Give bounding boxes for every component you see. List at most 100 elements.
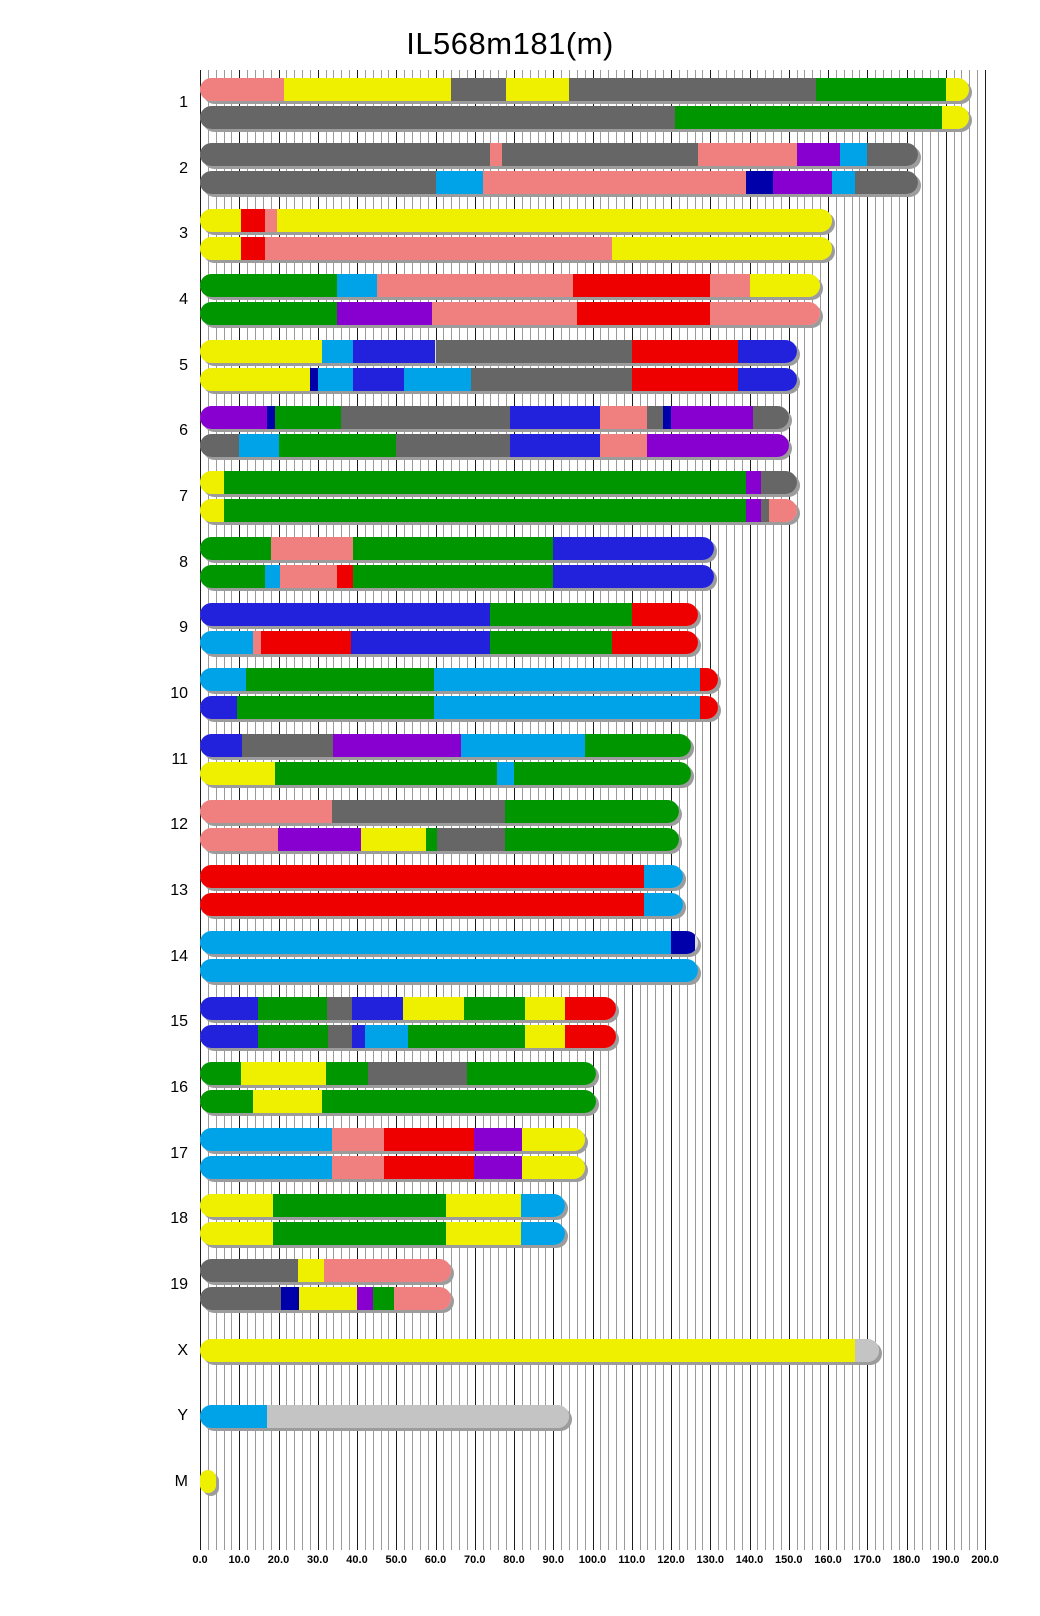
segment-lightblue (643, 865, 683, 889)
minor-gridline (765, 70, 767, 1550)
segment-green (257, 996, 328, 1020)
segment-purple (745, 471, 762, 495)
segment-blue (200, 734, 243, 758)
segment-yellow (506, 77, 569, 101)
segment-green (274, 762, 498, 786)
segment-navy (671, 931, 695, 955)
segment-green (200, 274, 338, 298)
segment-yellow (200, 236, 242, 260)
segment-red (383, 1128, 475, 1152)
segment-green (505, 827, 679, 851)
segment-pink (200, 827, 278, 851)
segment-green (466, 1062, 597, 1086)
axis-tick-label: 120.0 (657, 1554, 685, 1566)
segment-green (584, 734, 691, 758)
minor-gridline (851, 70, 853, 1550)
segment-blue (353, 340, 436, 364)
axis-tick-label: 20.0 (267, 1554, 290, 1566)
chromosome-label-11: 11 (171, 750, 188, 768)
segment-red (631, 340, 738, 364)
segment-yellow (524, 1024, 566, 1048)
segment-yellow (446, 1221, 522, 1245)
minor-gridline (977, 70, 979, 1550)
segment-red (565, 996, 617, 1020)
segment-navy (266, 405, 275, 429)
segment-purple (773, 171, 832, 195)
segment-gray (200, 143, 491, 167)
segment-blue (737, 340, 797, 364)
segment-lightblue (433, 668, 701, 692)
haplotype-bar-3-2 (200, 236, 832, 260)
axis-tick-label: 150.0 (774, 1554, 803, 1566)
segment-yellow (612, 236, 832, 260)
minor-gridline (796, 70, 798, 1550)
chromosome-label-12: 12 (170, 816, 188, 834)
segment-yellow (200, 762, 275, 786)
chromosome-label-5: 5 (179, 356, 188, 374)
segment-green (325, 1062, 368, 1086)
segment-red (200, 893, 644, 917)
segment-gray (753, 405, 789, 429)
haplotype-bar-4-1 (200, 274, 821, 298)
segment-blue (510, 433, 601, 457)
segment-gray (437, 827, 506, 851)
minor-gridline (702, 70, 704, 1550)
segment-blue (553, 565, 715, 589)
chromosome-label-14: 14 (170, 947, 188, 965)
segment-red (241, 208, 265, 232)
segment-navy (745, 171, 774, 195)
segment-pink (280, 565, 338, 589)
segment-purple (647, 433, 789, 457)
plot-title: IL568m181(m) (406, 26, 614, 61)
segment-lightblue (643, 893, 683, 917)
segment-green (373, 1287, 394, 1311)
axis-tick-label: 200.0 (971, 1554, 999, 1566)
segment-red (700, 696, 719, 720)
haplotype-bar-14-1 (200, 931, 699, 955)
chromosome-label-3: 3 (179, 225, 188, 243)
segment-green (353, 537, 554, 561)
segment-lightblue (200, 1156, 333, 1180)
segment-green (426, 827, 438, 851)
segment-blue (351, 1024, 365, 1048)
segment-blue (200, 602, 491, 626)
segment-pink (710, 274, 750, 298)
segment-gray (200, 1259, 299, 1283)
haplotype-bar-11-2 (200, 762, 691, 786)
segment-pink (376, 274, 573, 298)
haplotype-bar-2-2 (200, 171, 919, 195)
segment-lightblue (497, 762, 514, 786)
segment-yellow (298, 1259, 324, 1283)
segment-pink (482, 171, 746, 195)
segment-yellow (200, 499, 224, 523)
segment-green (514, 762, 691, 786)
minor-gridline (875, 70, 877, 1550)
chromosome-label-6: 6 (179, 422, 188, 440)
segment-yellow (522, 1128, 585, 1152)
segment-yellow (276, 208, 832, 232)
segment-pink (252, 630, 261, 654)
axis-tick-label: 30.0 (307, 1554, 329, 1566)
haplotype-bar-15-1 (200, 996, 617, 1020)
segment-gray (502, 143, 699, 167)
axis-tick-label: 50.0 (385, 1554, 407, 1566)
segment-gray (855, 171, 919, 195)
segment-gray (341, 405, 511, 429)
segment-green (272, 1193, 447, 1217)
haplotype-bar-8-2 (200, 565, 715, 589)
segment-pink (332, 1156, 384, 1180)
segment-yellow (522, 1156, 585, 1180)
haplotype-bar-5-2 (200, 368, 797, 392)
haplotype-bar-X-1 (200, 1339, 880, 1363)
segment-gray (328, 1024, 352, 1048)
chromosome-label-10: 10 (170, 684, 188, 702)
minor-gridline (930, 70, 932, 1550)
segment-gray (200, 105, 675, 129)
segment-pink (393, 1287, 452, 1311)
segment-green (245, 668, 434, 692)
haplotype-bar-13-1 (200, 865, 683, 889)
chromosome-label-8: 8 (179, 553, 188, 571)
minor-gridline (725, 70, 727, 1550)
haplotype-bar-17-1 (200, 1128, 585, 1152)
